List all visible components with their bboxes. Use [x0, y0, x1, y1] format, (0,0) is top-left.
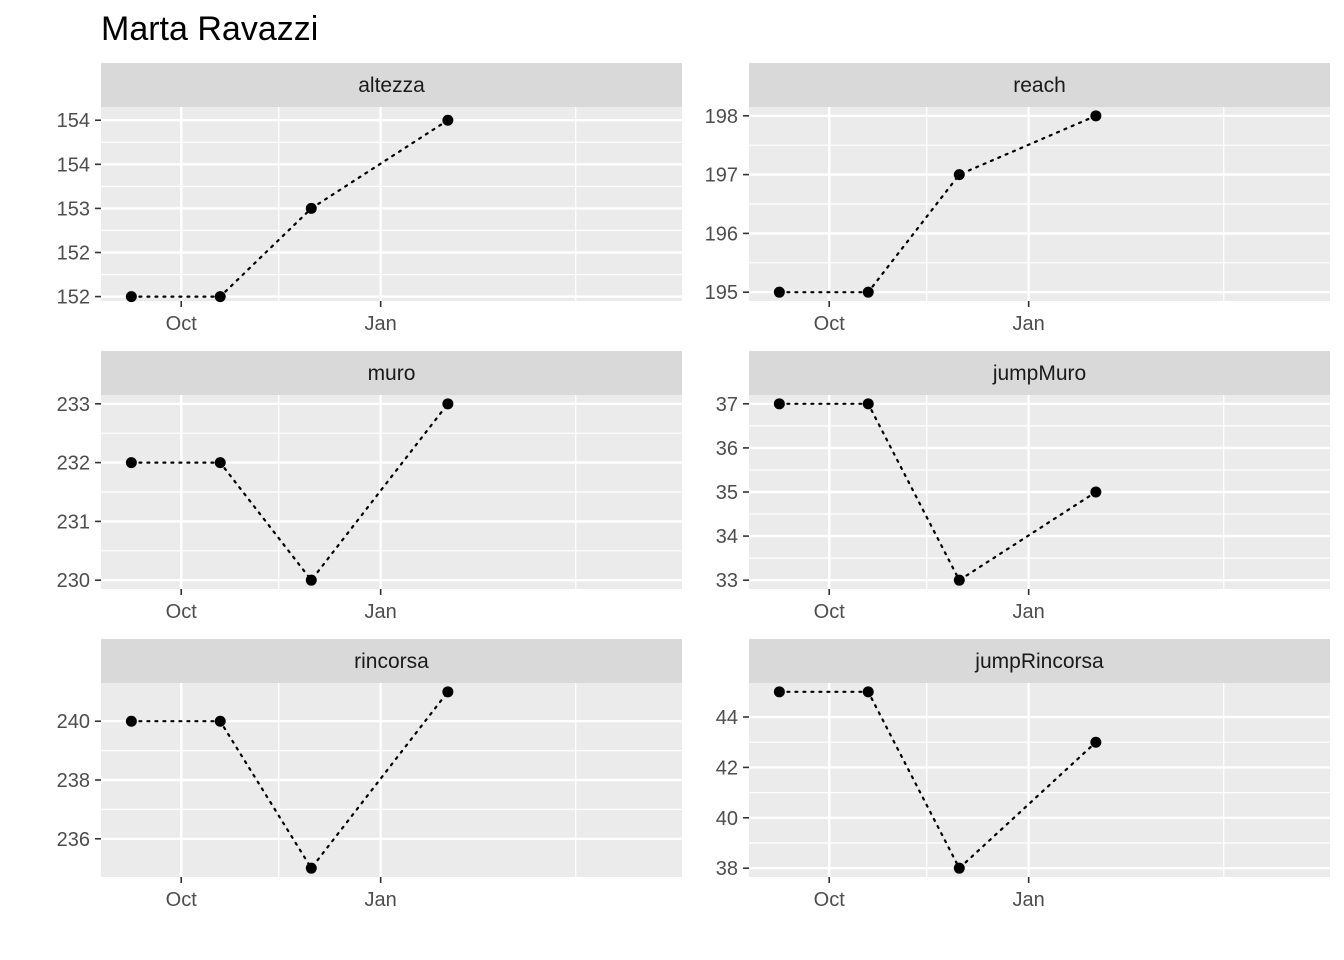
x-tick-label: Oct: [814, 601, 846, 623]
strip-background: [101, 63, 682, 107]
y-tick-label: 35: [716, 482, 738, 504]
data-point: [953, 574, 965, 586]
strip-background: [749, 63, 1330, 107]
facet-jumpMuro: jumpMuro 33 34 35 36 37 Oct Jan: [716, 351, 1330, 623]
series-line: [778, 402, 1098, 582]
data-point: [214, 715, 226, 727]
data-point: [773, 286, 785, 298]
strip-label: altezza: [358, 74, 425, 97]
series-line: [130, 690, 449, 871]
data-point: [442, 686, 454, 698]
data-point: [442, 398, 454, 410]
y-tick-label: 231: [57, 511, 90, 533]
strip-background: [749, 639, 1330, 683]
y-tick-label: 198: [705, 106, 738, 128]
facet-altezza: altezza 152 152 153 154 154 Oct Jan: [57, 63, 682, 335]
facet-jumpRincorsa: jumpRincorsa 38 40 42 44 Oct Jan: [716, 639, 1330, 911]
data-point: [862, 398, 874, 410]
y-tick-label: 154: [57, 154, 90, 176]
y-tick-label: 238: [57, 770, 90, 792]
y-tick-label: 230: [57, 570, 90, 592]
panel-background: [749, 683, 1330, 877]
data-point: [442, 114, 454, 126]
data-point: [862, 686, 874, 698]
y-tick-label: 37: [716, 394, 738, 416]
strip-label: rincorsa: [354, 650, 429, 673]
x-tick-label: Oct: [814, 313, 846, 335]
y-tick-label: 154: [57, 110, 90, 132]
x-tick-label: Jan: [1013, 601, 1045, 623]
strip-label: jumpMuro: [992, 362, 1086, 385]
data-point: [305, 574, 317, 586]
data-point: [862, 286, 874, 298]
series-line: [130, 119, 449, 298]
y-tick-label: 152: [57, 287, 90, 309]
x-tick-label: Oct: [166, 889, 198, 911]
y-tick-label: 42: [716, 757, 738, 779]
y-tick-label: 34: [716, 526, 738, 548]
series-line: [778, 114, 1098, 294]
strip-background: [101, 639, 682, 683]
data-point: [773, 686, 785, 698]
chart-title: Marta Ravazzi: [101, 10, 318, 48]
y-tick-label: 44: [716, 707, 738, 729]
data-point: [1090, 486, 1102, 498]
panel-background: [101, 107, 682, 301]
x-tick-label: Jan: [1013, 313, 1045, 335]
data-point: [214, 457, 226, 469]
x-tick-label: Jan: [365, 889, 397, 911]
y-tick-label: 40: [716, 808, 738, 830]
data-point: [305, 862, 317, 874]
data-point: [305, 202, 317, 214]
data-point: [125, 291, 137, 303]
x-tick-label: Oct: [814, 889, 846, 911]
x-tick-label: Jan: [365, 601, 397, 623]
y-tick-label: 38: [716, 858, 738, 880]
facet-muro: muro 230 231 232 233 Oct Jan: [57, 351, 682, 623]
data-point: [773, 398, 785, 410]
y-tick-label: 152: [57, 243, 90, 265]
x-tick-label: Oct: [166, 601, 198, 623]
data-point: [953, 169, 965, 181]
data-point: [125, 715, 137, 727]
strip-label: jumpRincorsa: [974, 650, 1104, 673]
strip-label: reach: [1013, 74, 1066, 97]
y-tick-label: 36: [716, 438, 738, 460]
data-point: [1090, 110, 1102, 122]
y-tick-label: 196: [705, 223, 738, 245]
strip-label: muro: [368, 362, 416, 385]
y-tick-label: 197: [705, 165, 738, 187]
data-point: [125, 457, 137, 469]
y-tick-label: 153: [57, 198, 90, 220]
y-tick-label: 236: [57, 829, 90, 851]
y-tick-label: 33: [716, 570, 738, 592]
data-point: [953, 862, 965, 874]
data-point: [214, 291, 226, 303]
y-tick-label: 232: [57, 453, 90, 475]
facet-panels: altezza 152 152 153 154 154 Oct Jan reach 195 196 1…: [57, 63, 1330, 911]
y-tick-label: 240: [57, 711, 90, 733]
y-tick-label: 195: [705, 282, 738, 304]
strip-background: [749, 351, 1330, 395]
facet-rincorsa: rincorsa 236 238 240 Oct Jan: [57, 639, 682, 911]
x-tick-label: Oct: [166, 313, 198, 335]
x-tick-label: Jan: [365, 313, 397, 335]
x-tick-label: Jan: [1013, 889, 1045, 911]
data-point: [1090, 736, 1102, 748]
y-tick-label: 233: [57, 394, 90, 416]
facet-reach: reach 195 196 197 198 Oct Jan: [705, 63, 1330, 335]
strip-background: [101, 351, 682, 395]
